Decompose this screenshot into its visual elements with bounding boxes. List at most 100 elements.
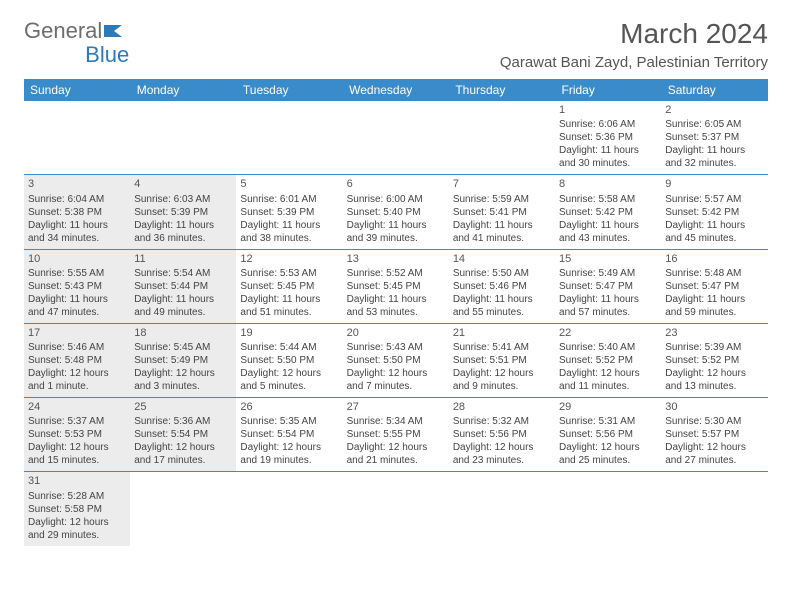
cell-text: Daylight: 12 hours — [559, 367, 657, 380]
cell-text: and 45 minutes. — [665, 232, 763, 245]
cell-text: Sunset: 5:45 PM — [240, 280, 338, 293]
cell-text: Daylight: 12 hours — [28, 367, 126, 380]
cell-text: and 43 minutes. — [559, 232, 657, 245]
cell-text: Sunset: 5:56 PM — [559, 428, 657, 441]
day-number: 30 — [665, 400, 763, 414]
cell-text: Daylight: 12 hours — [665, 441, 763, 454]
day-number: 17 — [28, 326, 126, 340]
cell-text: Daylight: 11 hours — [28, 219, 126, 232]
day-number: 9 — [665, 177, 763, 191]
cell-text: Daylight: 11 hours — [347, 293, 445, 306]
cell-text: Sunset: 5:58 PM — [28, 503, 126, 516]
logo-text-2: Blue — [85, 42, 129, 68]
day-number: 25 — [134, 400, 232, 414]
day-number: 6 — [347, 177, 445, 191]
day-number: 18 — [134, 326, 232, 340]
cell-text: and 7 minutes. — [347, 380, 445, 393]
day-number: 16 — [665, 252, 763, 266]
cell-text: Sunset: 5:38 PM — [28, 206, 126, 219]
cell-text: Sunrise: 5:46 AM — [28, 341, 126, 354]
day-number: 31 — [28, 474, 126, 488]
cell-text: Sunset: 5:42 PM — [559, 206, 657, 219]
calendar-cell: 6Sunrise: 6:00 AMSunset: 5:40 PMDaylight… — [343, 175, 449, 249]
cell-text: Daylight: 12 hours — [240, 367, 338, 380]
cell-text: and 57 minutes. — [559, 306, 657, 319]
day-number: 2 — [665, 103, 763, 117]
day-header: Sunday — [24, 79, 130, 101]
cell-text: Daylight: 12 hours — [453, 367, 551, 380]
calendar-cell: 2Sunrise: 6:05 AMSunset: 5:37 PMDaylight… — [661, 101, 767, 175]
cell-text: and 36 minutes. — [134, 232, 232, 245]
calendar-cell: 14Sunrise: 5:50 AMSunset: 5:46 PMDayligh… — [449, 249, 555, 323]
calendar-cell: 19Sunrise: 5:44 AMSunset: 5:50 PMDayligh… — [236, 323, 342, 397]
day-header: Thursday — [449, 79, 555, 101]
day-number: 27 — [347, 400, 445, 414]
calendar-cell — [661, 472, 767, 546]
day-number: 22 — [559, 326, 657, 340]
cell-text: Sunset: 5:44 PM — [134, 280, 232, 293]
cell-text: Daylight: 11 hours — [134, 219, 232, 232]
cell-text: Sunset: 5:52 PM — [665, 354, 763, 367]
cell-text: Sunset: 5:43 PM — [28, 280, 126, 293]
day-header: Friday — [555, 79, 661, 101]
cell-text: Sunrise: 5:30 AM — [665, 415, 763, 428]
calendar-cell: 18Sunrise: 5:45 AMSunset: 5:49 PMDayligh… — [130, 323, 236, 397]
cell-text: Sunset: 5:47 PM — [559, 280, 657, 293]
cell-text: Sunrise: 5:34 AM — [347, 415, 445, 428]
calendar-cell — [24, 101, 130, 175]
cell-text: Sunrise: 5:53 AM — [240, 267, 338, 280]
cell-text: Sunset: 5:37 PM — [665, 131, 763, 144]
cell-text: Daylight: 12 hours — [347, 367, 445, 380]
cell-text: and 5 minutes. — [240, 380, 338, 393]
cell-text: Sunset: 5:56 PM — [453, 428, 551, 441]
calendar-cell: 25Sunrise: 5:36 AMSunset: 5:54 PMDayligh… — [130, 398, 236, 472]
cell-text: and 34 minutes. — [28, 232, 126, 245]
cell-text: and 23 minutes. — [453, 454, 551, 467]
day-number: 20 — [347, 326, 445, 340]
cell-text: and 13 minutes. — [665, 380, 763, 393]
calendar-cell: 29Sunrise: 5:31 AMSunset: 5:56 PMDayligh… — [555, 398, 661, 472]
calendar-cell: 24Sunrise: 5:37 AMSunset: 5:53 PMDayligh… — [24, 398, 130, 472]
cell-text: Sunrise: 5:59 AM — [453, 193, 551, 206]
cell-text: Daylight: 11 hours — [453, 219, 551, 232]
logo: General — [24, 18, 124, 44]
day-number: 3 — [28, 177, 126, 191]
calendar-cell: 27Sunrise: 5:34 AMSunset: 5:55 PMDayligh… — [343, 398, 449, 472]
cell-text: and 49 minutes. — [134, 306, 232, 319]
cell-text: and 1 minute. — [28, 380, 126, 393]
logo-flag-icon — [104, 23, 124, 39]
cell-text: Sunrise: 5:58 AM — [559, 193, 657, 206]
cell-text: Daylight: 11 hours — [665, 293, 763, 306]
calendar-cell — [555, 472, 661, 546]
cell-text: Sunrise: 5:44 AM — [240, 341, 338, 354]
cell-text: Sunset: 5:52 PM — [559, 354, 657, 367]
day-header: Tuesday — [236, 79, 342, 101]
cell-text: Sunrise: 5:48 AM — [665, 267, 763, 280]
cell-text: and 32 minutes. — [665, 157, 763, 170]
month-title: March 2024 — [500, 18, 768, 50]
cell-text: Sunrise: 5:37 AM — [28, 415, 126, 428]
cell-text: Sunrise: 5:35 AM — [240, 415, 338, 428]
location-text: Qarawat Bani Zayd, Palestinian Territory — [500, 54, 768, 71]
cell-text: and 55 minutes. — [453, 306, 551, 319]
day-number: 29 — [559, 400, 657, 414]
calendar-cell — [343, 101, 449, 175]
calendar-cell: 22Sunrise: 5:40 AMSunset: 5:52 PMDayligh… — [555, 323, 661, 397]
cell-text: Sunset: 5:42 PM — [665, 206, 763, 219]
calendar-cell: 1Sunrise: 6:06 AMSunset: 5:36 PMDaylight… — [555, 101, 661, 175]
calendar-cell — [130, 472, 236, 546]
cell-text: Sunrise: 5:45 AM — [134, 341, 232, 354]
cell-text: Daylight: 11 hours — [240, 219, 338, 232]
cell-text: and 41 minutes. — [453, 232, 551, 245]
cell-text: and 25 minutes. — [559, 454, 657, 467]
cell-text: Sunset: 5:55 PM — [347, 428, 445, 441]
cell-text: and 9 minutes. — [453, 380, 551, 393]
cell-text: Daylight: 11 hours — [347, 219, 445, 232]
cell-text: Sunrise: 5:28 AM — [28, 490, 126, 503]
cell-text: Daylight: 11 hours — [240, 293, 338, 306]
cell-text: Sunrise: 6:04 AM — [28, 193, 126, 206]
day-number: 4 — [134, 177, 232, 191]
day-header: Wednesday — [343, 79, 449, 101]
cell-text: and 47 minutes. — [28, 306, 126, 319]
calendar-cell: 3 Sunrise: 6:04 AMSunset: 5:38 PMDaylight… — [24, 175, 130, 249]
